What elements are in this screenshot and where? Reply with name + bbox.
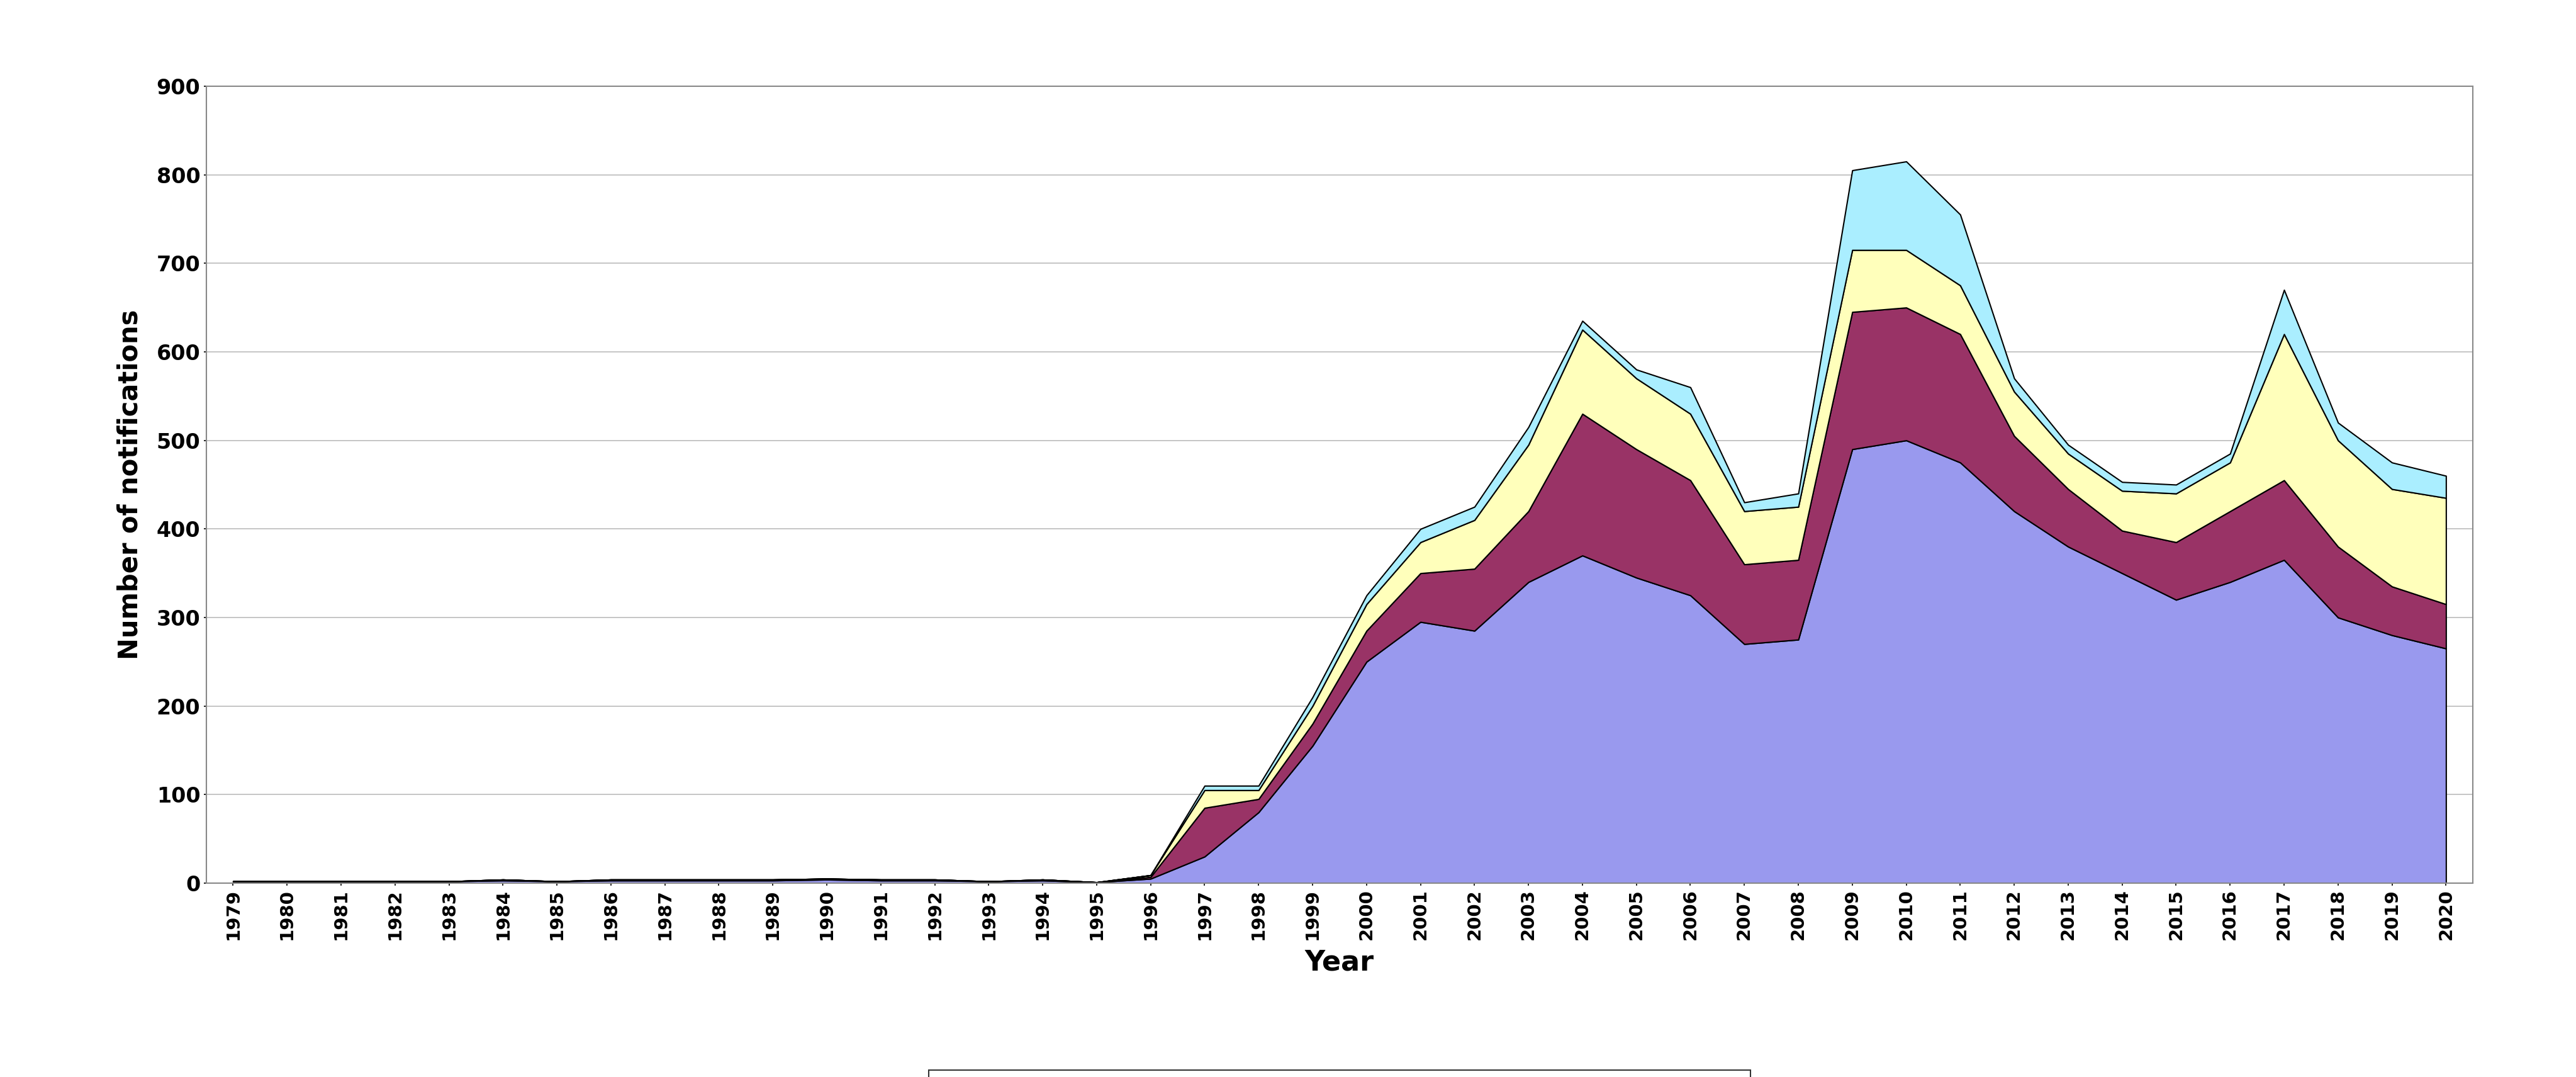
- Y-axis label: Number of notifications: Number of notifications: [116, 309, 144, 660]
- Legend: Fish, Crustaceans, Molluscs, Cephalopods: Fish, Crustaceans, Molluscs, Cephalopods: [927, 1069, 1752, 1077]
- X-axis label: Year: Year: [1306, 949, 1373, 976]
